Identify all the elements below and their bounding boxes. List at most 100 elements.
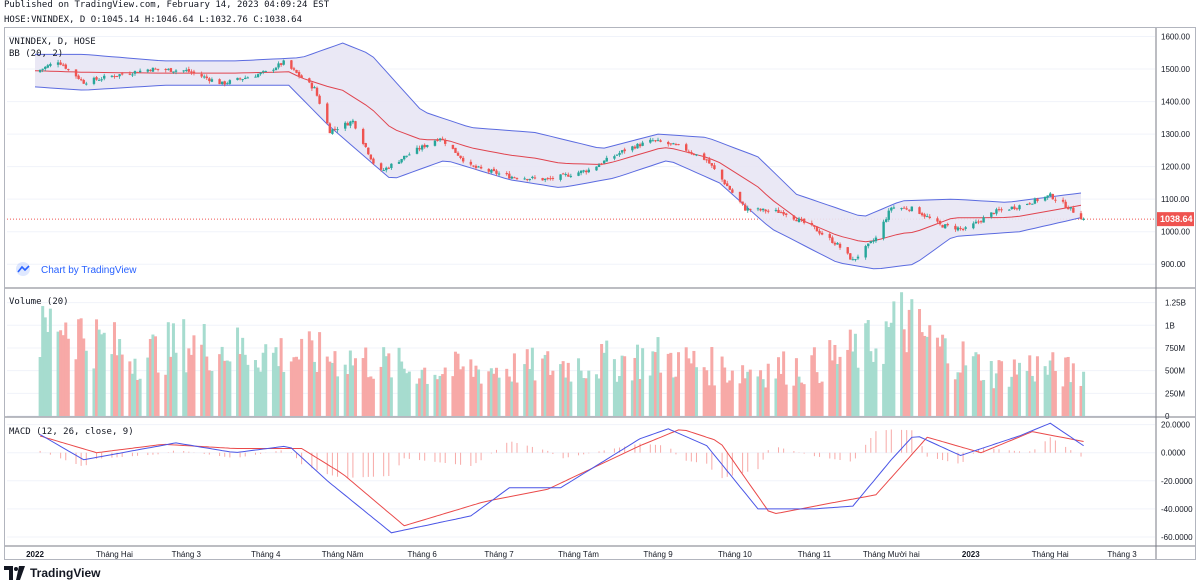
candle-body	[92, 77, 96, 84]
volume-bar	[474, 365, 478, 416]
candle-body	[743, 204, 747, 211]
volume-bar	[584, 378, 588, 416]
candle-body	[818, 230, 821, 234]
candle-body	[582, 170, 585, 172]
candle-body	[600, 163, 603, 165]
volume-bar	[277, 366, 281, 416]
candle-body	[1025, 203, 1029, 205]
candle-body	[510, 176, 514, 179]
candle-body	[846, 247, 849, 254]
candle-body	[295, 69, 298, 73]
volume-bar	[84, 350, 88, 416]
time-axis-tick-label: Tháng 10	[718, 550, 752, 559]
price-axis-tick-label: 1300.00	[1161, 130, 1190, 139]
volume-bar	[300, 338, 304, 416]
candle-body	[720, 169, 724, 180]
candle-body	[654, 140, 657, 142]
candle-body	[631, 146, 634, 151]
chart-canvas[interactable]: 1600.00 1500.00 1400.00 1300.00 1200.00 1100.…	[5, 28, 1195, 559]
volume-bar	[264, 344, 268, 416]
volume-bar	[318, 332, 322, 416]
volume-bar	[671, 377, 675, 416]
volume-bar	[905, 352, 909, 416]
volume-bar	[315, 371, 319, 416]
candle-body	[749, 208, 752, 210]
volume-bar	[333, 351, 337, 416]
volume-bar	[928, 325, 932, 416]
volume-bar	[887, 327, 891, 416]
volume-bar	[746, 371, 750, 416]
candle-body	[192, 71, 196, 74]
volume-bar	[407, 371, 411, 416]
volume-bar	[712, 385, 716, 416]
candle-body	[920, 213, 924, 216]
candle-body	[182, 70, 185, 72]
candle-body	[400, 158, 403, 163]
volume-bar	[136, 379, 140, 416]
candle-body	[795, 219, 798, 222]
candle-body	[528, 178, 532, 180]
candle-body	[541, 177, 544, 181]
candle-body	[128, 73, 132, 75]
volume-bar	[851, 351, 855, 416]
volume-bar	[802, 384, 806, 416]
volume-bar	[438, 375, 442, 416]
volume-bar	[243, 354, 247, 416]
volume-bar	[200, 344, 204, 416]
volume-bar	[1025, 370, 1029, 416]
candle-body	[597, 164, 601, 168]
candle-body	[361, 128, 365, 144]
volume-bar	[1061, 386, 1065, 416]
volume-bar	[889, 322, 893, 416]
volume-bar	[138, 378, 142, 416]
candle-body	[131, 74, 134, 76]
volume-bar	[566, 362, 570, 416]
volume-bar	[959, 372, 963, 416]
candle-body	[726, 183, 729, 187]
volume-bar	[74, 359, 78, 416]
volume-bar	[166, 322, 170, 416]
volume-bar	[530, 347, 534, 416]
candle-body	[336, 129, 339, 131]
volume-bar	[92, 368, 96, 416]
volume-bar	[492, 373, 496, 416]
candle-body	[205, 76, 208, 79]
candle-body	[836, 242, 839, 245]
volume-bar	[741, 365, 745, 416]
volume-bar	[1035, 356, 1039, 416]
macd-axis-tick-label: 0.0000	[1161, 449, 1186, 458]
volume-bar	[236, 327, 240, 416]
candle-body	[110, 75, 114, 77]
candle-body	[310, 82, 314, 89]
candle-body	[959, 228, 962, 230]
candle-body	[756, 208, 760, 210]
candle-body	[851, 259, 855, 261]
candle-body	[461, 157, 465, 162]
candle-body	[936, 218, 939, 222]
volume-bar	[838, 356, 842, 416]
candle-body	[187, 69, 191, 72]
chart-frame[interactable]: 1600.00 1500.00 1400.00 1300.00 1200.00 1100.…	[4, 27, 1196, 560]
footer-brand[interactable]: TradingView	[4, 564, 100, 582]
candle-body	[397, 161, 401, 164]
candle-body	[115, 75, 119, 77]
volume-bar	[992, 388, 996, 416]
volume-bar	[674, 376, 678, 416]
candle-body	[941, 225, 944, 228]
volume-bar	[353, 358, 357, 416]
volume-bar	[1012, 359, 1016, 416]
candle-body	[623, 149, 626, 152]
candle-body	[708, 159, 711, 164]
volume-bar	[810, 355, 814, 416]
candle-body	[487, 168, 490, 172]
candle-body	[138, 70, 142, 73]
volume-bar	[228, 361, 232, 416]
volume-bar	[1066, 356, 1070, 416]
candle-body	[120, 73, 124, 75]
candle-body	[472, 165, 475, 167]
volume-bar	[97, 329, 101, 416]
candle-body	[420, 145, 424, 150]
volume-bar	[387, 353, 391, 416]
chart-by-tradingview-link[interactable]: Chart by TradingView	[16, 262, 137, 276]
candle-body	[820, 232, 824, 235]
